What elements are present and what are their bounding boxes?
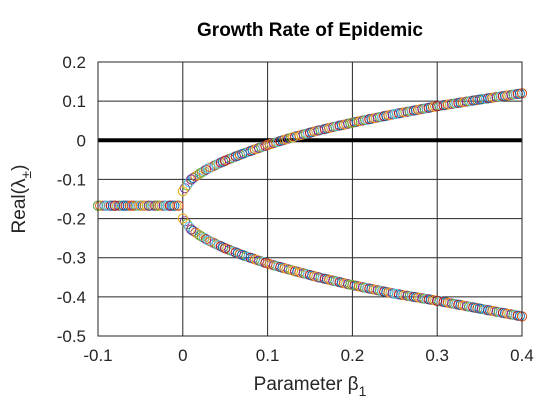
data-point-series-3	[220, 243, 231, 254]
data-point-series-2	[194, 168, 205, 179]
data-point-series-3	[347, 280, 358, 291]
data-point-series-2	[347, 117, 358, 128]
chart-title: Growth Rate of Epidemic	[197, 20, 423, 41]
data-point-series-1	[135, 200, 146, 211]
x-tick-label: 0.3	[425, 346, 449, 365]
data-point-series-3	[313, 272, 324, 283]
data-point-series-2	[203, 163, 214, 174]
data-point-series-1	[137, 200, 148, 211]
x-tick-label: 0.4	[510, 346, 534, 365]
data-point-series-1	[154, 200, 165, 211]
data-point-series-1	[118, 200, 129, 211]
data-point-series-1	[171, 200, 182, 211]
data-point-series-3	[262, 258, 273, 269]
data-point-series-1	[143, 200, 154, 211]
data-point-series-2	[313, 125, 324, 136]
data-point-series-1	[105, 200, 116, 211]
data-point-series-1	[133, 200, 144, 211]
data-point-series-2	[220, 155, 231, 166]
data-point-series-3	[474, 303, 485, 314]
data-point-series-2	[262, 139, 273, 151]
plot-frame	[97, 61, 523, 337]
data-point-series-3	[432, 295, 443, 306]
data-point-series-2	[177, 186, 188, 197]
x-tick-label: -0.1	[83, 346, 112, 365]
x-tick-label: 0	[178, 346, 187, 365]
data-point-series-1	[156, 200, 167, 211]
data-point-series-1	[162, 200, 174, 211]
data-point-series-1	[112, 200, 123, 211]
y-tick-label: -0.5	[57, 327, 86, 346]
data-point-series-3	[194, 230, 205, 241]
data-point-series-3	[287, 265, 299, 276]
x-tick-label: 0.1	[256, 346, 280, 365]
y-axis-label-main: Real(λ	[9, 178, 30, 233]
data-point-series-2	[186, 174, 197, 185]
data-point-series-3	[237, 249, 248, 261]
data-point-series-1	[145, 200, 157, 211]
y-tick-label: 0	[77, 131, 86, 150]
x-ticks: -0.1 0 0.1 0.2 0.3 0.4	[83, 346, 533, 365]
data-point-series-1	[114, 200, 125, 211]
data-point-series-1	[167, 200, 178, 211]
y-tick-label: 0.1	[62, 92, 86, 111]
data-point-series-1	[150, 200, 161, 211]
y-tick-label: -0.4	[57, 288, 86, 307]
data-point-series-1	[116, 200, 127, 211]
data-point-series-1	[122, 200, 133, 211]
y-tick-label: -0.3	[57, 249, 86, 268]
data-point-series-2	[474, 94, 485, 105]
data-point-series-3	[177, 213, 188, 224]
y-ticks: -0.5 -0.4 -0.3 -0.2 -0.1 0 0.1 0.2	[57, 53, 86, 346]
data-point-series-1	[148, 200, 159, 211]
x-axis-label-main: Parameter β	[254, 374, 359, 395]
data-point-series-1	[128, 200, 140, 211]
data-point-series-3	[389, 288, 400, 299]
y-axis-label-subscript: ±	[18, 171, 34, 179]
data-point-series-3	[186, 224, 197, 235]
data-point-series-1	[126, 200, 137, 211]
data-point-series-1	[152, 200, 163, 211]
data-point-series-1	[95, 200, 106, 211]
x-axis-label: Parameter β1	[254, 374, 367, 399]
data-point-series-1	[99, 200, 110, 211]
data-point-series-1	[141, 200, 152, 211]
data-point-series-1	[169, 200, 180, 211]
data-point-series-1	[103, 200, 114, 211]
data-point-series-2	[237, 148, 248, 160]
data-point-series-1	[173, 200, 184, 211]
data-point-series-2	[432, 101, 443, 112]
y-tick-label: -0.2	[57, 210, 86, 229]
data-point-series-1	[120, 200, 131, 211]
x-axis-label-subscript: 1	[359, 383, 367, 399]
y-tick-label: 0.2	[62, 53, 86, 72]
data-point-series-2	[389, 109, 400, 120]
y-axis-label: Real(λ±)	[9, 165, 34, 234]
data-point-series-1	[165, 200, 176, 211]
data-point-series-1	[158, 200, 169, 211]
x-tick-label: 0.2	[341, 346, 365, 365]
data-point-series-1	[101, 200, 112, 211]
data-markers	[92, 88, 528, 322]
data-point-series-3	[203, 235, 214, 246]
data-point-series-2	[287, 132, 299, 143]
data-point-series-1	[160, 200, 171, 211]
data-point-series-1	[139, 200, 150, 211]
data-point-series-1	[124, 200, 135, 211]
data-point-series-1	[109, 200, 121, 211]
y-axis-label-suffix: )	[9, 165, 30, 171]
data-point-series-1	[131, 200, 142, 211]
y-tick-label: -0.1	[57, 170, 86, 189]
data-point-series-1	[107, 200, 118, 211]
